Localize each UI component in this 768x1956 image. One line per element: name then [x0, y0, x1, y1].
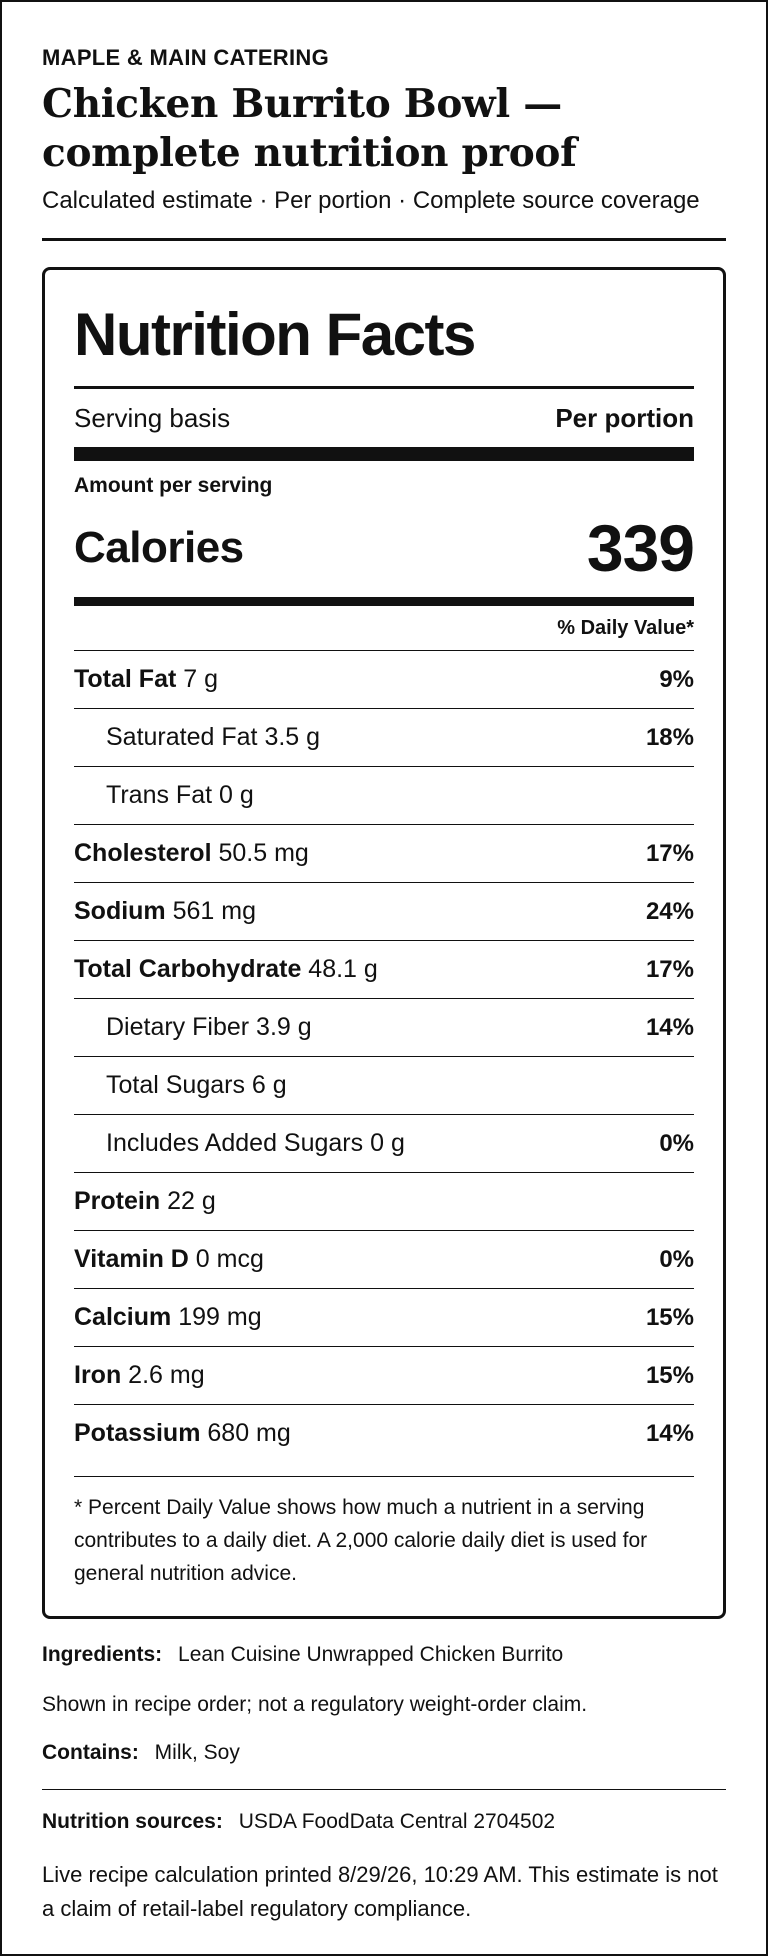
nutrient-name: Calcium	[74, 1303, 172, 1331]
nutrient-amount: 6 g	[251, 1071, 287, 1099]
nutrient-row-cholesterol: Cholesterol 50.5 mg 17%	[74, 824, 694, 882]
live-calculation-note: Live recipe calculation printed 8/29/26,…	[42, 1862, 718, 1921]
daily-value-footnote: * Percent Daily Value shows how much a n…	[74, 1476, 694, 1590]
nutrient-amount: 7 g	[183, 665, 219, 693]
nutrient-amount: 2.6 mg	[128, 1361, 205, 1389]
nutrient-row-total-carbohydrate: Total Carbohydrate 48.1 g 17%	[74, 940, 694, 998]
nutrient-name: Potassium	[74, 1419, 201, 1447]
nutrient-dv: 15%	[645, 1361, 694, 1389]
calories-row: Calories 339	[74, 499, 695, 597]
calories-label: Calories	[74, 523, 244, 572]
ingredients-label: Ingredients:	[42, 1643, 163, 1666]
nutrient-name: Trans Fat	[106, 781, 213, 809]
serving-basis-label: Serving basis	[74, 402, 231, 433]
nutrient-name: Includes Added Sugars	[106, 1129, 364, 1157]
sources-label: Nutrition sources:	[42, 1810, 223, 1833]
ingredients-value: Lean Cuisine Unwrapped Chicken Burrito	[178, 1643, 564, 1666]
nutrient-amount: 199 mg	[178, 1303, 262, 1331]
nutrient-row-trans-fat: Trans Fat 0 g	[74, 766, 694, 824]
nutrient-dv: 9%	[659, 665, 694, 693]
recipe-order-note: Shown in recipe order; not a regulatory …	[42, 1693, 588, 1716]
nutrient-row-dietary-fiber: Dietary Fiber 3.9 g 14%	[74, 998, 694, 1056]
nutrient-dv: 0%	[659, 1245, 694, 1273]
serving-basis-value: Per portion	[555, 402, 694, 433]
sources-value: USDA FoodData Central 2704502	[238, 1810, 556, 1833]
nutrient-dv: 14%	[645, 1419, 694, 1447]
divider	[74, 386, 694, 389]
nutrient-amount: 0 g	[370, 1129, 405, 1157]
header-divider	[42, 238, 726, 241]
nutrient-row-potassium: Potassium 680 mg 14%	[74, 1404, 694, 1462]
nutrient-dv: 0%	[659, 1129, 694, 1157]
nutrient-amount: 0 mcg	[195, 1245, 264, 1273]
nutrient-amount: 48.1 g	[308, 955, 378, 983]
nutrient-name: Cholesterol	[74, 839, 212, 867]
label-details: Ingredients: Lean Cuisine Unwrapped Chic…	[42, 1641, 726, 1926]
daily-value-header: % Daily Value*	[557, 617, 694, 639]
title-line-1: Chicken Burrito Bowl —	[42, 81, 562, 127]
nutrient-name: Vitamin D	[74, 1245, 189, 1273]
thick-divider	[74, 447, 694, 461]
contains-line: Contains: Milk, Soy	[42, 1739, 726, 1767]
nutrient-row-saturated-fat: Saturated Fat 3.5 g 18%	[74, 708, 694, 766]
nutrient-dv: 17%	[645, 839, 694, 867]
nutrient-dv: 24%	[645, 897, 694, 925]
nutrient-row-iron: Iron 2.6 mg 15%	[74, 1346, 694, 1404]
nutrient-amount: 3.9 g	[256, 1013, 312, 1041]
nutrient-name: Total Fat	[74, 665, 177, 693]
nutrient-amount: 50.5 mg	[218, 839, 309, 867]
contains-value: Milk, Soy	[154, 1741, 240, 1764]
nutrient-name: Total Sugars	[106, 1071, 245, 1099]
nutrient-amount: 0 g	[219, 781, 254, 809]
nutrient-row-total-fat: Total Fat 7 g 9%	[74, 650, 694, 708]
title-line-2: complete nutrition proof	[42, 130, 577, 176]
nutrient-row-protein: Protein 22 g	[74, 1172, 694, 1230]
nutrient-dv: 17%	[645, 955, 694, 983]
nutrient-name: Total Carbohydrate	[74, 955, 302, 983]
page-title: Chicken Burrito Bowl — complete nutritio…	[42, 80, 726, 178]
nutrient-name: Sodium	[74, 897, 166, 925]
nutrient-amount: 3.5 g	[264, 723, 321, 751]
nutrient-name: Dietary Fiber	[106, 1013, 250, 1041]
nutrient-dv: 18%	[645, 723, 694, 751]
nutrient-amount: 680 mg	[207, 1419, 291, 1447]
serving-basis-row: Serving basis Per portion	[74, 389, 694, 447]
thick-divider	[74, 597, 694, 606]
nutrient-row-calcium: Calcium 199 mg 15%	[74, 1288, 694, 1346]
nutrient-name: Protein	[74, 1187, 161, 1215]
nutrient-row-sodium: Sodium 561 mg 24%	[74, 882, 694, 940]
calories-value: 339	[586, 511, 695, 585]
nutrient-dv: 15%	[645, 1303, 694, 1331]
nutrient-row-added-sugars: Includes Added Sugars 0 g 0%	[74, 1114, 694, 1172]
nutrient-name: Iron	[74, 1361, 122, 1389]
sources-divider	[42, 1789, 726, 1790]
sources-line: Nutrition sources: USDA FoodData Central…	[42, 1808, 726, 1836]
nutrition-facts-panel: Nutrition Facts Serving basis Per portio…	[42, 267, 726, 1619]
ingredients-line: Ingredients: Lean Cuisine Unwrapped Chic…	[42, 1641, 726, 1669]
page-subtitle: Calculated estimate · Per portion · Comp…	[42, 187, 700, 214]
contains-label: Contains:	[42, 1741, 139, 1764]
amount-per-serving: Amount per serving	[74, 474, 273, 497]
nutrient-dv: 14%	[645, 1013, 694, 1041]
nutrient-row-vitamin-d: Vitamin D 0 mcg 0%	[74, 1230, 694, 1288]
nutrient-name: Saturated Fat	[106, 723, 258, 751]
nutrition-facts-title: Nutrition Facts	[74, 301, 476, 368]
brand-name: MAPLE & MAIN CATERING	[42, 45, 329, 70]
nutrient-amount: 22 g	[167, 1187, 216, 1215]
nutrient-amount: 561 mg	[172, 897, 257, 925]
nutrient-row-total-sugars: Total Sugars 6 g	[74, 1056, 694, 1114]
